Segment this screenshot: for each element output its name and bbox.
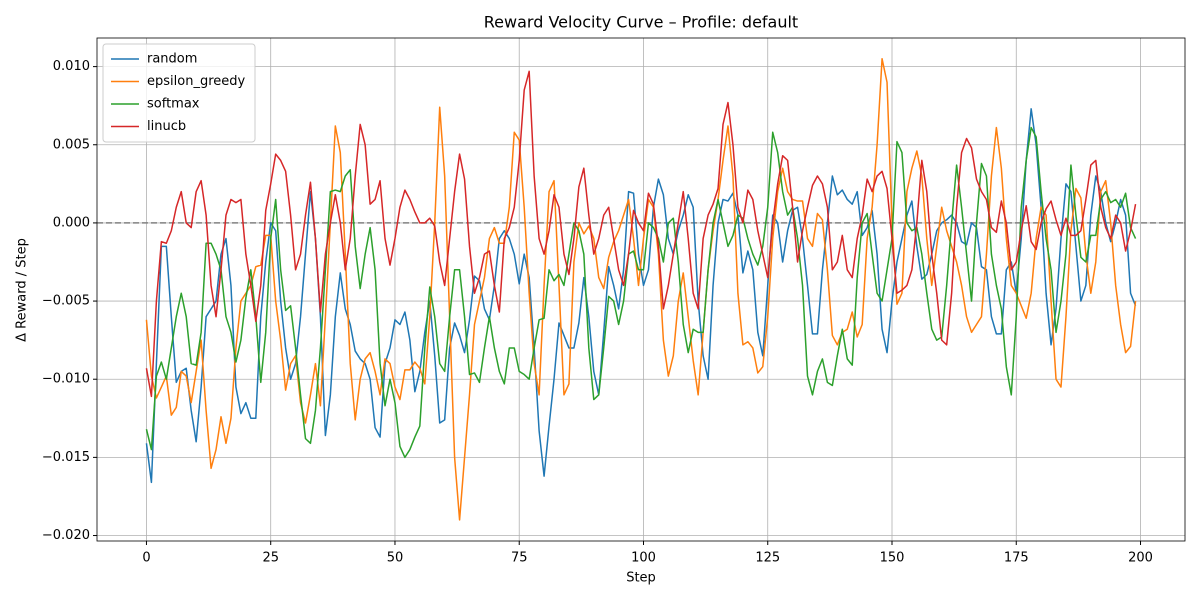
legend-label: linucb (147, 119, 186, 134)
legend-box (102, 43, 256, 143)
x-tick-label: 100 (631, 551, 656, 566)
x-tick-label: 175 (1004, 551, 1029, 566)
x-tick-label: 200 (1128, 551, 1153, 566)
x-tick-label: 25 (262, 551, 279, 566)
y-axis-label: Δ Reward / Step (15, 238, 30, 342)
series-line (145, 126, 1137, 459)
x-axis-label: Step (626, 571, 656, 586)
y-tick-label: 0.000 (53, 215, 90, 230)
y-tick-label: 0.010 (53, 59, 90, 74)
x-tick-label: 50 (387, 551, 404, 566)
x-tick-label: 150 (880, 551, 905, 566)
series-line (145, 70, 1137, 398)
legend-label: softmax (147, 97, 200, 112)
series-line (145, 58, 1137, 521)
y-tick-label: −0.010 (42, 372, 90, 387)
legend-label: epsilon_greedy (147, 74, 245, 89)
y-tick-label: −0.015 (42, 450, 90, 465)
plot-frame (96, 37, 1186, 542)
y-tick-label: −0.005 (42, 294, 90, 309)
y-tick-label: −0.020 (42, 528, 90, 543)
legend-label: random (147, 52, 197, 67)
y-tick-label: 0.005 (53, 137, 90, 152)
chart-title: Reward Velocity Curve – Profile: default (484, 13, 798, 32)
x-tick-label: 75 (511, 551, 528, 566)
x-tick-label: 0 (142, 551, 150, 566)
x-tick-label: 125 (755, 551, 780, 566)
